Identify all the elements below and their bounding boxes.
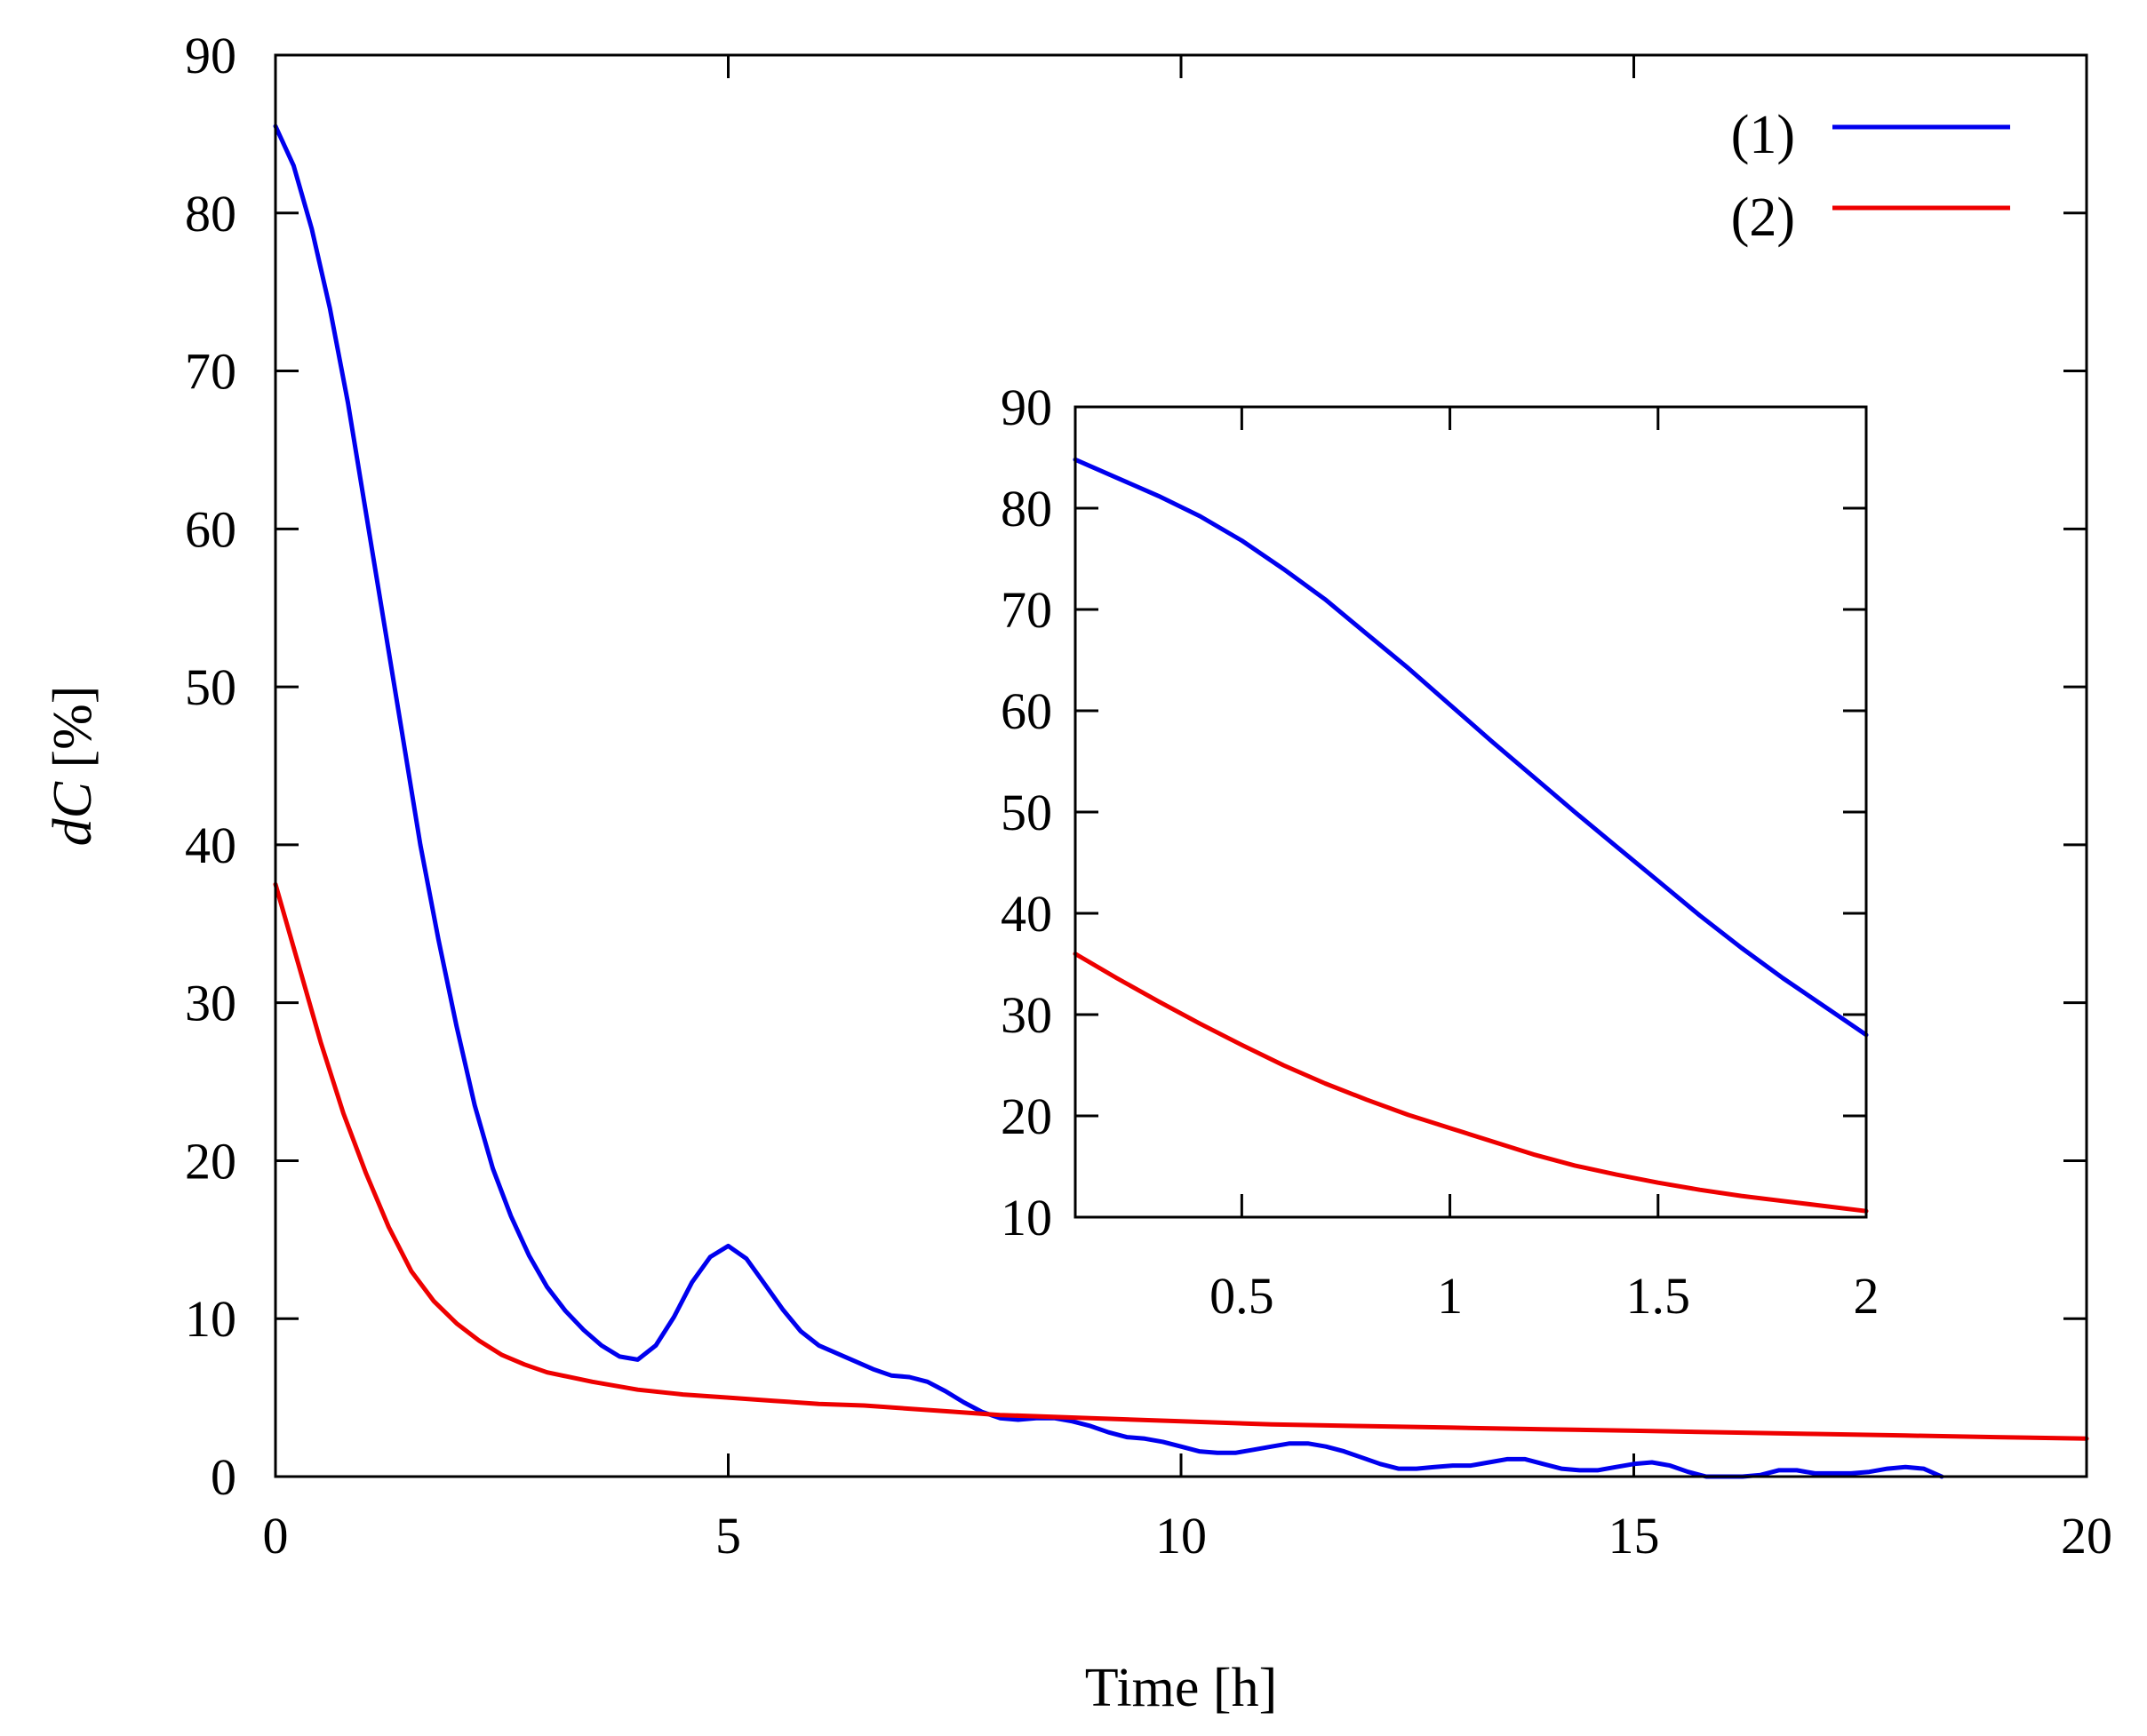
main-y-tick-label: 40 [185, 816, 236, 874]
y-axis-title: dC [%] [43, 686, 103, 847]
main-x-tick-label: 10 [1155, 1507, 1207, 1565]
main-y-tick-label: 50 [185, 658, 236, 716]
inset-background [1075, 407, 1866, 1217]
inset-tick-labels: 0.5 1 1.5 2 10 20 30 40 50 60 70 80 90 [1001, 378, 1880, 1325]
inset-y-tick-label: 60 [1001, 682, 1052, 740]
inset-y-tick-label: 10 [1001, 1189, 1052, 1246]
inset-y-tick-label: 40 [1001, 885, 1052, 943]
y-axis-title-unit: [%] [43, 686, 103, 782]
inset-y-tick-label: 20 [1001, 1087, 1052, 1145]
legend-label-series-2: (2) [1731, 187, 1795, 248]
inset-y-tick-label: 90 [1001, 378, 1052, 436]
main-series [273, 123, 2089, 1479]
inset-y-tick-label: 70 [1001, 581, 1052, 639]
main-tick-labels: 0 5 10 15 20 0 10 20 30 40 50 60 70 80 90 [185, 27, 2112, 1565]
main-plot-frame [274, 53, 2088, 1478]
main-x-tick-label: 5 [715, 1507, 741, 1565]
main-y-tick-label: 0 [211, 1448, 236, 1506]
main-y-tick-label: 30 [185, 975, 236, 1032]
main-y-tick-label: 20 [185, 1132, 236, 1190]
legend-label-series-1: (1) [1731, 105, 1795, 165]
inset-y-tick-label: 80 [1001, 480, 1052, 538]
inset-x-tick-label: 1 [1437, 1267, 1463, 1325]
inset-x-tick-label: 1.5 [1626, 1267, 1691, 1325]
main-plot: 0 5 10 15 20 0 10 20 30 40 50 60 70 80 90 Time [h] dC … [43, 27, 2112, 1718]
main-y-tick-label: 70 [185, 343, 236, 401]
legend: (1) (2) [1731, 105, 2010, 248]
main-series-1-line [273, 123, 1944, 1479]
y-axis-title-symbol: dC [43, 781, 103, 846]
inset-x-tick-label: 0.5 [1209, 1267, 1274, 1325]
inset-series-1-line [1073, 457, 1869, 1038]
main-x-tick-label: 0 [263, 1507, 289, 1565]
main-x-tick-label: 20 [2061, 1507, 2112, 1565]
inset-series [1073, 457, 1869, 1214]
inset-y-tick-label: 50 [1001, 784, 1052, 841]
x-axis-title: Time [h] [1085, 1658, 1277, 1718]
inset-series-2-line [1073, 952, 1869, 1214]
main-series-2-line [273, 881, 2089, 1441]
main-y-tick-label: 60 [185, 500, 236, 558]
inset-plot: 0.5 1 1.5 2 10 20 30 40 50 60 70 80 90 [1001, 378, 1880, 1325]
main-x-tick-label: 15 [1608, 1507, 1660, 1565]
main-y-tick-label: 80 [185, 185, 236, 243]
main-y-tick-label: 10 [185, 1290, 236, 1348]
inset-plot-frame [1074, 405, 1868, 1219]
main-y-tick-label: 90 [185, 27, 236, 84]
inset-y-tick-label: 30 [1001, 986, 1052, 1044]
inset-x-tick-label: 2 [1854, 1267, 1880, 1325]
